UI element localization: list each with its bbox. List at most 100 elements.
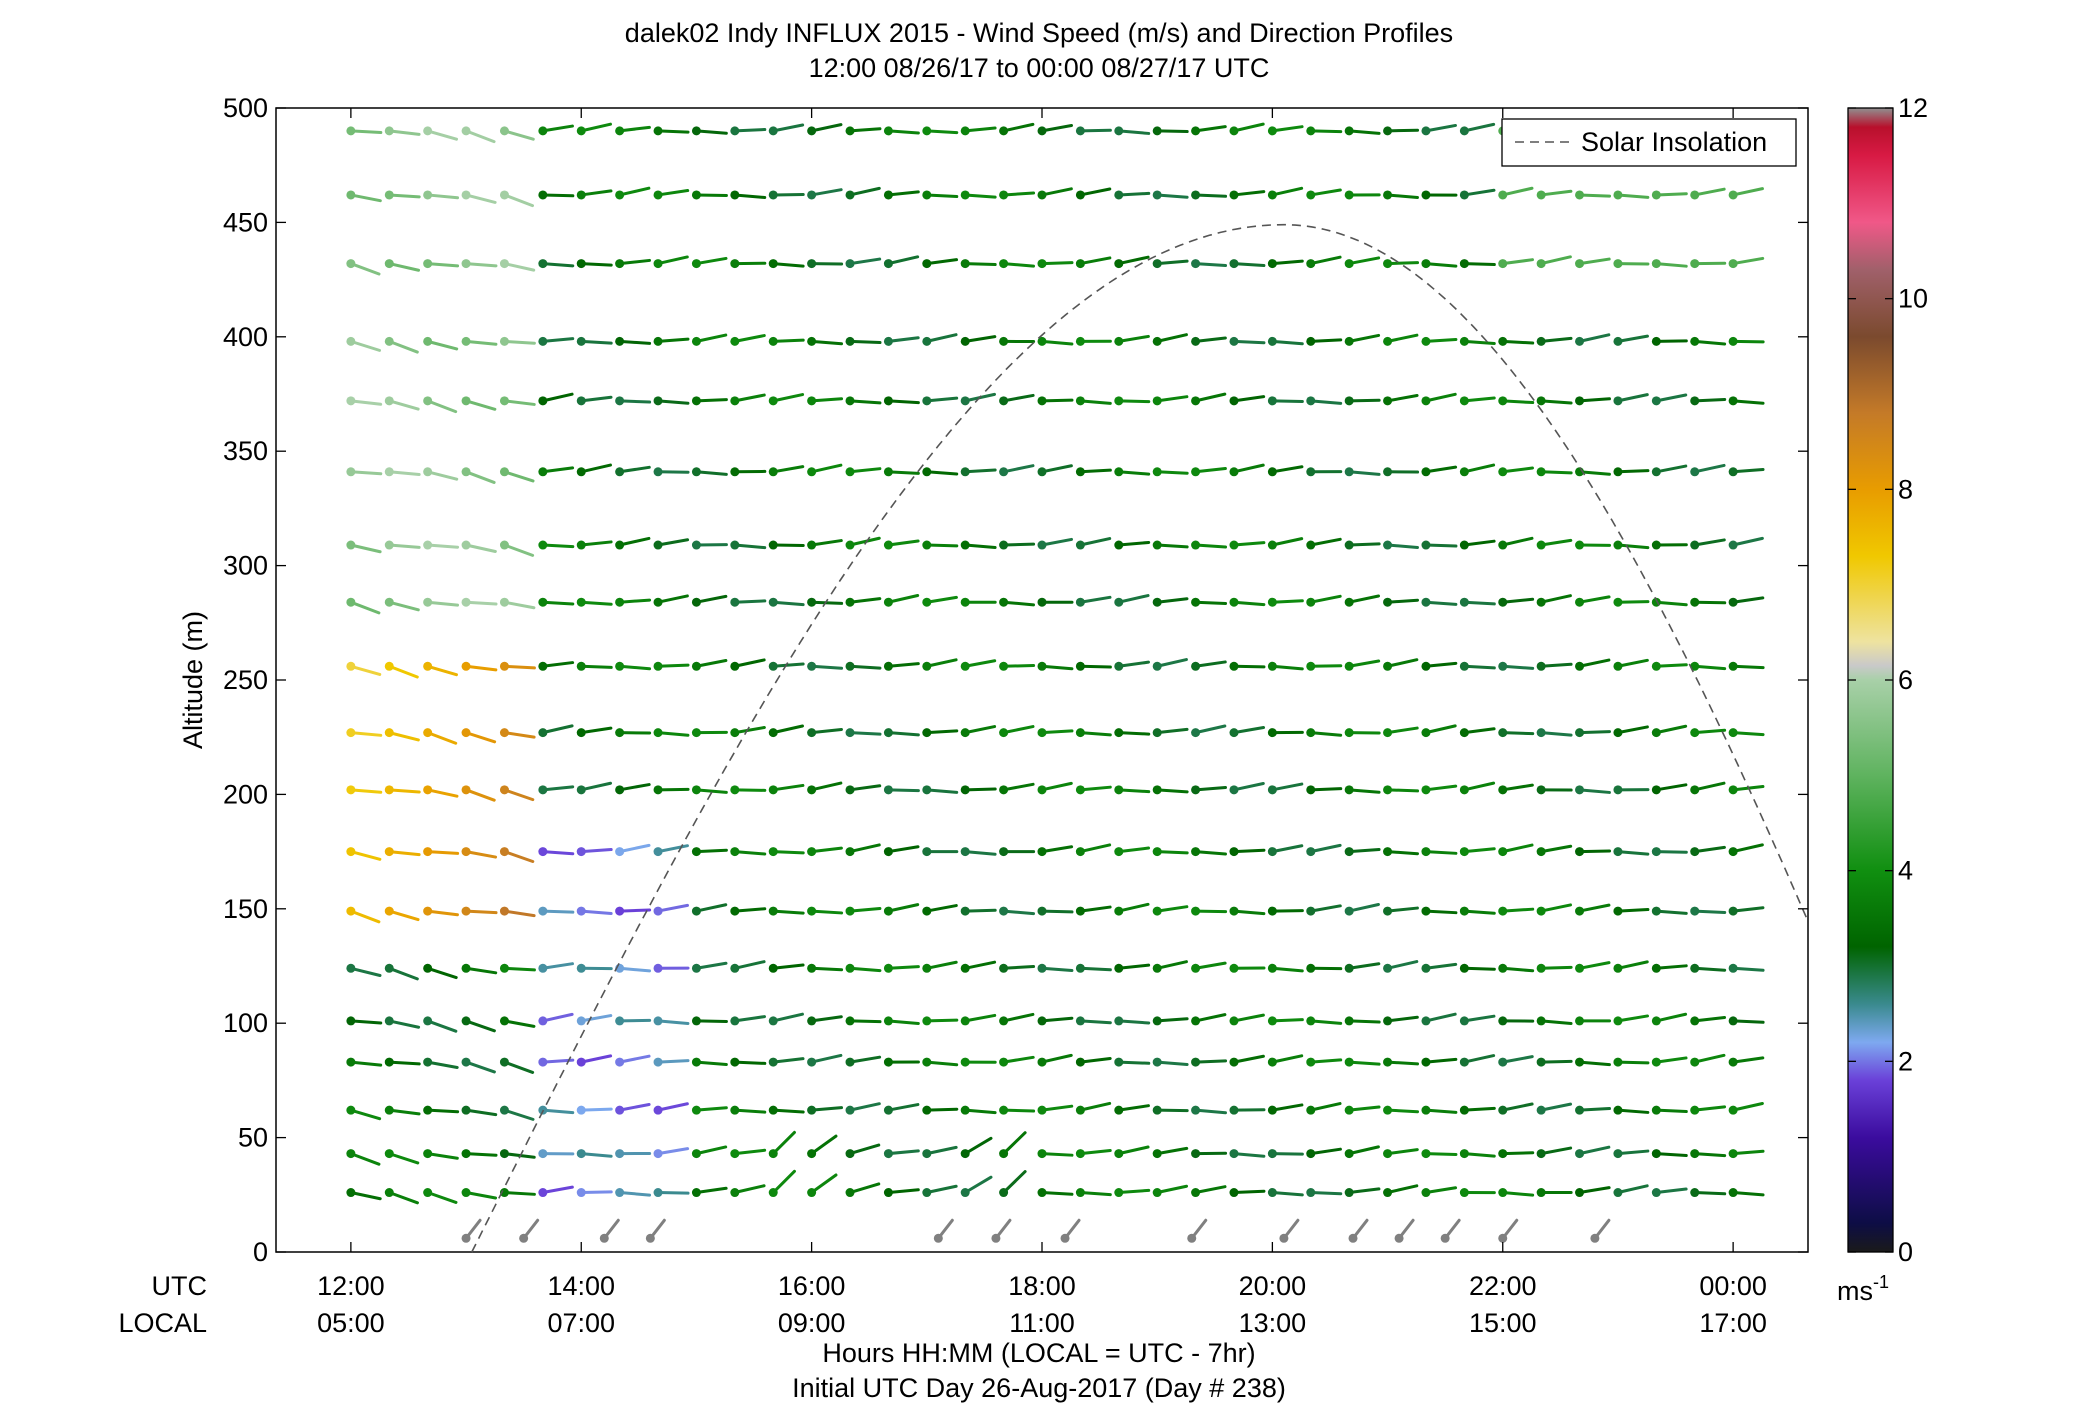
wind-barb-dot: [1191, 336, 1201, 346]
wind-barb: [1386, 788, 1420, 793]
wind-barb-dot: [1536, 1016, 1546, 1026]
wind-barb: [1078, 785, 1112, 792]
wind-barb-dot: [1306, 190, 1316, 200]
wind-barb: [810, 463, 843, 474]
wind-barb-dot: [615, 336, 625, 346]
wind-barb: [1731, 664, 1765, 670]
wind-barb-dot: [1459, 597, 1469, 607]
wind-barb: [349, 664, 382, 676]
wind-barb-dot: [960, 1149, 970, 1159]
wind-barb: [502, 966, 536, 972]
wind-barb-dot: [1498, 1188, 1508, 1198]
wind-barb-dot: [1421, 847, 1431, 857]
wind-barb-dot: [346, 906, 356, 916]
wind-barb-dot: [768, 661, 778, 671]
wind-barb: [848, 966, 882, 973]
wind-barb-dot: [1459, 1105, 1469, 1115]
wind-barb-dot: [1267, 540, 1277, 550]
wind-barb-dot: [1651, 1149, 1661, 1159]
wind-barb-dot: [883, 259, 893, 269]
wind-barb-dot: [1191, 1188, 1201, 1198]
wind-barb-dot: [999, 467, 1009, 477]
wind-barb: [1731, 399, 1765, 405]
wind-barb-dot: [1383, 336, 1393, 346]
wind-barb-dot: [1191, 1016, 1201, 1026]
wind-barb-dot: [615, 1057, 625, 1067]
wind-barb: [1117, 334, 1150, 343]
wind-barb-dot: [1152, 336, 1162, 346]
wind-barb-dot: [1229, 1188, 1239, 1198]
wind-barb-dot: [1114, 597, 1124, 607]
wind-barb: [1117, 846, 1151, 854]
wind-barb: [1616, 543, 1650, 550]
wind-barb: [1078, 1019, 1112, 1025]
wind-barb-dot: [1306, 126, 1316, 136]
wind-barb: [1578, 730, 1612, 735]
wind-barb: [502, 850, 535, 863]
wind-barb: [541, 392, 574, 403]
wind-barb-dot: [883, 1149, 893, 1159]
wind-barb-dot: [1613, 396, 1623, 406]
wind-barb-dot: [1306, 467, 1316, 477]
wind-barb-dot: [423, 906, 433, 916]
wind-barb-dot: [1651, 963, 1661, 973]
wind-barb: [925, 1145, 958, 1156]
wind-barb: [502, 1152, 536, 1159]
wind-barb: [1347, 788, 1381, 794]
wind-barb-dot: [1152, 597, 1162, 607]
wind-barb-dot: [1651, 847, 1661, 857]
wind-barb: [1194, 850, 1227, 856]
wind-barb-dot: [1536, 661, 1546, 671]
utc-row-label: UTC: [152, 1271, 208, 1301]
wind-barb: [579, 339, 613, 345]
wind-barb-dot: [999, 396, 1009, 406]
wind-barb: [1386, 1108, 1420, 1114]
y-tick-label: 300: [223, 551, 268, 581]
wind-barb: [925, 729, 959, 735]
colorbar-tick-label: 12: [1898, 93, 1928, 123]
wind-barb: [1386, 261, 1420, 266]
wind-barb: [810, 1134, 838, 1156]
wind-barb: [1078, 731, 1112, 737]
wind-barb-dot: [1279, 1233, 1289, 1243]
wind-barb-dot: [1690, 467, 1700, 477]
wind-barb-dot: [1075, 336, 1085, 346]
wind-barb: [656, 594, 689, 604]
wind-barb: [1654, 1012, 1688, 1023]
wind-barb: [349, 966, 382, 978]
wind-barb-dot: [1421, 1105, 1431, 1115]
wind-barb: [1578, 1186, 1611, 1195]
wind-barb: [963, 960, 997, 970]
wind-barb-dot: [1536, 963, 1546, 973]
wind-barb-dot: [1075, 906, 1085, 916]
wind-barb: [886, 903, 920, 913]
wind-barb-dot: [1152, 1188, 1162, 1198]
wind-barb: [1002, 1055, 1035, 1064]
wind-barb-dot: [384, 1016, 394, 1026]
wind-barb-dot: [1613, 847, 1623, 857]
wind-barb-dot: [461, 661, 471, 671]
wind-barb-dot: [653, 963, 663, 973]
wind-barb: [1386, 906, 1419, 913]
legend-label: Solar Insolation: [1581, 127, 1767, 157]
wind-barb-dot: [384, 847, 394, 857]
wind-barb-dot: [1498, 540, 1508, 550]
wind-barb-dot: [1498, 847, 1508, 857]
wind-barb-dot: [423, 467, 433, 477]
wind-barb: [579, 848, 613, 854]
wind-barb-dot: [691, 467, 701, 477]
wind-barb-dot: [1651, 190, 1661, 200]
wind-barb: [349, 909, 381, 924]
wind-barb-dot: [461, 1233, 471, 1243]
wind-barb-dot: [730, 126, 740, 136]
wind-barb-dot: [346, 847, 356, 857]
wind-barb: [387, 1060, 421, 1066]
wind-barb-dot: [653, 396, 663, 406]
wind-barb: [848, 339, 882, 345]
wind-barb: [1731, 843, 1764, 854]
wind-barb: [1539, 844, 1573, 854]
wind-barb-dot: [384, 540, 394, 550]
wind-barb: [1002, 262, 1036, 268]
wind-barb-dot: [1267, 661, 1277, 671]
wind-barb: [1654, 1108, 1688, 1114]
